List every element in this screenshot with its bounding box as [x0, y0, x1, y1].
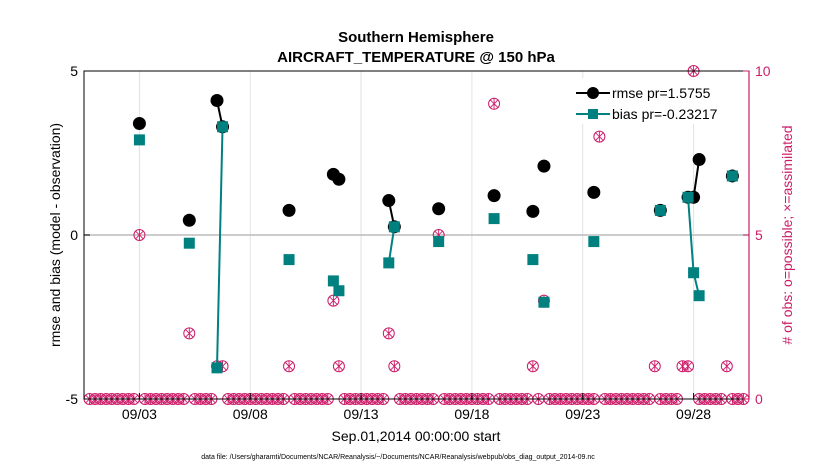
rmse-point: [487, 189, 501, 203]
footnote: data file: /Users/gharamti/Documents/NCA…: [201, 454, 595, 461]
chart-title: Southern Hemisphere: [338, 29, 494, 46]
rmse-point: [692, 153, 706, 167]
rmse-point: [282, 203, 296, 217]
x-axis-ticks: 09/03 09/08 09/13 09/18 09/23 09/28: [122, 393, 711, 422]
bias-point: [383, 257, 395, 269]
bias-point: [327, 275, 339, 287]
obs-assimilated-marker: [334, 360, 344, 372]
rmse-point: [526, 204, 540, 218]
rmse-point: [132, 116, 146, 130]
bias-point: [333, 285, 345, 297]
legend: rmse pr=1.5755 bias pr=-0.23217: [576, 78, 740, 124]
bias-point: [682, 191, 694, 203]
obs-assimilated-marker: [722, 360, 732, 372]
x-tick-label: 09/08: [233, 406, 268, 422]
y-tick-label: -5: [66, 391, 79, 407]
chart-subtitle: AIRCRAFT_TEMPERATURE @ 150 hPa: [277, 49, 555, 66]
y-tick-label: 0: [70, 227, 78, 243]
obs-assimilated-marker: [594, 131, 604, 143]
bias-point: [211, 362, 223, 374]
x-tick-label: 09/18: [454, 406, 489, 422]
obs-assimilated-marker: [134, 229, 144, 241]
legend-rmse-label: rmse pr=1.5755: [612, 85, 711, 101]
bias-point: [388, 221, 400, 233]
legend-bias-marker: [588, 109, 598, 119]
obs-assimilated-marker: [384, 327, 394, 339]
bias-point: [538, 296, 550, 308]
bias-line-segment: [216, 126, 224, 368]
series-layer: [132, 94, 739, 374]
rmse-point: [210, 94, 224, 108]
rmse-point: [182, 213, 196, 227]
x-tick-label: 09/28: [676, 406, 711, 422]
x-tick-label: 09/03: [122, 406, 157, 422]
obs-assimilated-marker: [389, 360, 399, 372]
bias-point: [433, 236, 445, 248]
bias-line-segment: [387, 226, 396, 264]
bias-point: [217, 121, 229, 133]
legend-box: [580, 78, 740, 124]
x-axis-label: Sep.01,2014 00:00:00 start: [332, 428, 501, 444]
obs-assimilated-marker: [650, 360, 660, 372]
x-tick-label: 09/13: [344, 406, 379, 422]
obs-assimilated-marker: [284, 360, 294, 372]
obs-assimilated-marker: [184, 327, 194, 339]
y-tick-label: 5: [70, 63, 78, 79]
y2-tick-label: 0: [755, 391, 763, 407]
y2-axis-label: # of obs: o=possible; ×=assimilated: [779, 125, 795, 344]
legend-bias-label: bias pr=-0.23217: [612, 106, 718, 122]
obs-assimilated-marker: [528, 360, 538, 372]
rmse-point: [537, 159, 551, 173]
bias-point: [133, 134, 145, 146]
bias-point: [488, 213, 500, 225]
bias-point: [688, 267, 700, 279]
rmse-point: [587, 185, 601, 199]
y2-axis-ticks: 0 5 10: [743, 63, 771, 407]
bias-point: [283, 254, 295, 266]
bias-point: [726, 170, 738, 182]
obs-assimilated-marker: [328, 295, 338, 307]
bias-point: [183, 237, 195, 249]
y-axis-label: rmse and bias (model - observation): [47, 123, 63, 347]
y-axis-ticks: -5 0 5: [66, 63, 90, 407]
rmse-point: [382, 194, 396, 208]
y2-tick-label: 5: [755, 227, 763, 243]
rmse-point: [332, 172, 346, 186]
obs-assimilated-marker: [683, 360, 693, 372]
bias-point: [588, 236, 600, 248]
bias-point: [527, 254, 539, 266]
legend-rmse-marker: [587, 87, 599, 99]
rmse-point: [432, 202, 446, 216]
y2-tick-label: 10: [755, 63, 771, 79]
obs-assimilated-marker: [489, 98, 499, 110]
bias-point: [654, 204, 666, 216]
x-tick-label: 09/23: [565, 406, 600, 422]
bias-point: [693, 290, 705, 302]
